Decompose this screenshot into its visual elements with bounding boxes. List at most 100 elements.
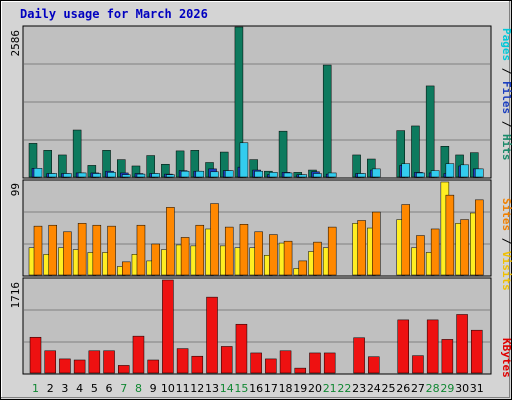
bar-pages xyxy=(48,173,57,178)
bar-pages xyxy=(239,142,249,178)
bar-sites xyxy=(283,240,293,276)
day-label: 17 xyxy=(264,382,278,395)
day-label: 9 xyxy=(150,382,157,395)
legend-sites-visits: Sites / Visits xyxy=(500,198,512,291)
legend-part: / xyxy=(500,61,512,81)
bar-pages xyxy=(151,173,160,178)
bar-pages xyxy=(180,170,190,178)
bar-pages xyxy=(372,168,381,178)
bar-kbytes xyxy=(323,352,336,374)
bar-pages xyxy=(475,168,484,178)
bar-sites xyxy=(195,224,205,276)
day-label: 2 xyxy=(47,382,54,395)
bar-pages xyxy=(166,174,175,178)
bar-sites xyxy=(313,241,322,276)
bar-sites xyxy=(136,224,146,276)
bar-pages xyxy=(107,172,116,178)
day-label: 8 xyxy=(135,382,142,395)
bar-sites xyxy=(416,235,425,276)
bar-pages xyxy=(357,173,366,178)
legend-part: Visits xyxy=(500,251,512,291)
day-label: 22 xyxy=(337,382,351,395)
bar-sites xyxy=(33,225,43,276)
bar-sites xyxy=(48,224,57,276)
day-label: 19 xyxy=(293,382,307,395)
bar-kbytes xyxy=(456,314,468,374)
bar-kbytes xyxy=(265,358,277,374)
legend-part: KBytes xyxy=(500,338,512,378)
bar-sites xyxy=(460,219,469,276)
day-label: 28 xyxy=(426,382,440,395)
bar-sites xyxy=(327,226,337,276)
bar-sites xyxy=(298,260,308,276)
bar-kbytes xyxy=(73,359,86,374)
bar-sites xyxy=(430,228,440,276)
bar-pages xyxy=(460,164,469,178)
bars-visits-sites xyxy=(28,181,484,276)
day-label: 3 xyxy=(61,382,68,395)
bar-kbytes xyxy=(132,335,145,374)
bar-sites xyxy=(92,224,102,276)
bar-pages xyxy=(430,170,440,178)
day-label: 18 xyxy=(279,382,293,395)
bar-kbytes xyxy=(191,355,204,374)
bar-kbytes xyxy=(206,296,218,374)
bar-sites xyxy=(445,194,455,276)
bar-sites xyxy=(372,211,381,276)
day-label: 27 xyxy=(411,382,425,395)
bar-sites xyxy=(401,204,410,276)
bar-kbytes xyxy=(441,339,454,374)
bar-hits xyxy=(411,125,420,178)
day-label: 21 xyxy=(323,382,337,395)
bar-kbytes xyxy=(426,319,439,374)
bar-sites xyxy=(122,261,131,276)
day-label: 14 xyxy=(220,382,234,395)
day-label: 15 xyxy=(234,382,248,395)
day-label: 25 xyxy=(382,382,396,395)
day-label: 24 xyxy=(367,382,381,395)
bar-kbytes xyxy=(309,352,321,374)
day-label: 23 xyxy=(352,382,366,395)
bar-sites xyxy=(357,220,366,276)
day-label: 12 xyxy=(190,382,204,395)
bar-kbytes xyxy=(471,329,483,374)
bar-kbytes xyxy=(103,350,115,374)
bars-hits-files-pages xyxy=(28,26,484,178)
day-label: 20 xyxy=(308,382,322,395)
bar-sites xyxy=(180,237,190,276)
max-label-middle: 99 xyxy=(9,183,22,196)
bar-pages xyxy=(416,172,425,178)
legend-part: Pages xyxy=(500,28,512,61)
bar-kbytes xyxy=(59,358,71,374)
bar-sites xyxy=(254,231,263,276)
bar-kbytes xyxy=(220,346,233,374)
bar-pages xyxy=(136,173,146,178)
bar-sites xyxy=(166,207,175,276)
bar-kbytes xyxy=(412,355,424,374)
max-label-bottom: 1716 xyxy=(9,282,22,309)
bar-pages xyxy=(92,173,102,178)
day-label: 5 xyxy=(91,382,98,395)
bar-sites xyxy=(239,224,249,276)
bar-sites xyxy=(77,223,87,276)
bar-kbytes xyxy=(147,359,159,374)
bar-kbytes xyxy=(353,337,365,374)
bar-pages xyxy=(254,170,263,178)
bar-sites xyxy=(151,243,160,276)
day-label: 13 xyxy=(205,382,219,395)
day-label: 26 xyxy=(396,382,410,395)
bar-hits xyxy=(322,64,332,178)
day-label: 7 xyxy=(120,382,127,395)
bar-pages xyxy=(195,170,205,178)
max-label-top: 2586 xyxy=(9,30,22,57)
bar-hits xyxy=(278,130,288,178)
day-label: 10 xyxy=(161,382,175,395)
day-label: 6 xyxy=(106,382,113,395)
bar-pages xyxy=(224,170,234,178)
bar-pages xyxy=(401,163,410,178)
day-label: 31 xyxy=(470,382,484,395)
bar-kbytes xyxy=(279,350,292,374)
bar-sites xyxy=(224,226,234,276)
